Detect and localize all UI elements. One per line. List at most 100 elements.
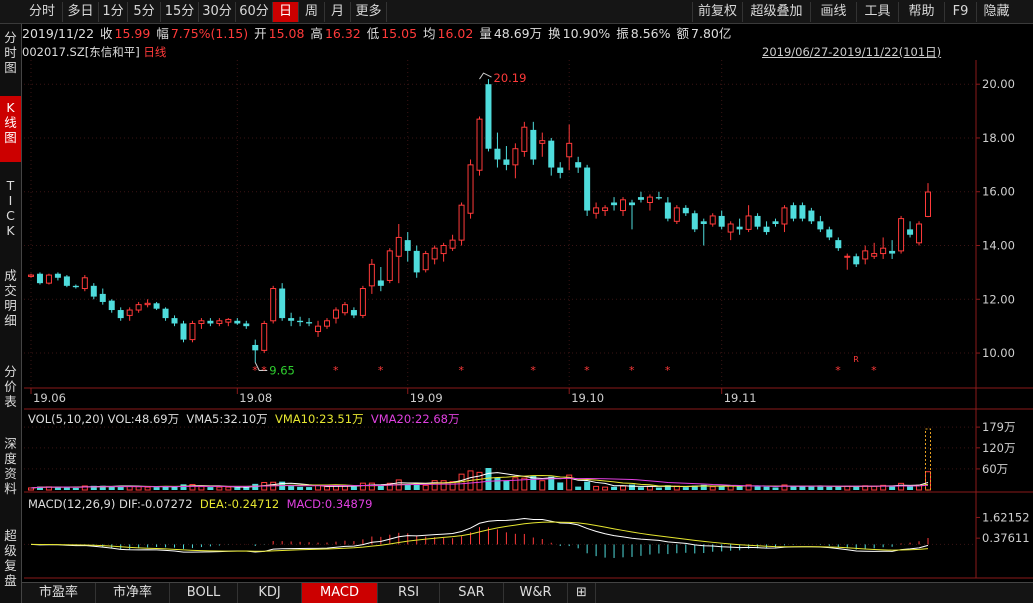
info-low-label: 低 <box>366 26 380 41</box>
candle-body-51 <box>485 84 492 149</box>
vma5-line <box>30 472 929 489</box>
candle-body-77 <box>718 215 725 227</box>
vol-bar-62 <box>584 481 591 490</box>
vol-bar-47 <box>449 481 456 491</box>
vol-bar-45 <box>431 480 438 491</box>
candle-body-70 <box>655 197 662 199</box>
candle-body-34 <box>332 309 339 319</box>
period-tab-7[interactable]: 日 <box>273 2 299 22</box>
vol-bar-66 <box>620 485 627 491</box>
candle-body-53 <box>503 159 510 165</box>
vol-bar-34 <box>332 485 339 491</box>
period-tab-5[interactable]: 30分 <box>199 2 236 22</box>
vol-bar-57 <box>539 480 546 491</box>
dif-value: DIF:-0.07272 <box>119 497 193 511</box>
period-tab-8[interactable]: 周 <box>299 2 325 22</box>
indicator-tab-6[interactable]: SAR <box>440 583 504 603</box>
vol-bar-85 <box>790 485 797 490</box>
candle-body-81 <box>754 215 761 227</box>
vol-bar-24 <box>243 487 250 490</box>
sidebar-tab-0[interactable]: 分时图 <box>4 30 17 75</box>
sidebar-tab-3[interactable]: 成交明细 <box>4 268 17 328</box>
vol-bar-27 <box>270 481 277 491</box>
vol-bar-51 <box>485 468 492 490</box>
period-tab-0[interactable]: 分时 <box>22 2 63 22</box>
indicator-tab-7[interactable]: W&R <box>504 583 568 603</box>
candle-body-39 <box>377 280 384 286</box>
candle-body-52 <box>494 148 501 160</box>
candle-body-64 <box>602 207 609 212</box>
vol-bar-80 <box>745 484 752 491</box>
candle-body-68 <box>637 197 644 200</box>
candle-body-57 <box>539 140 546 144</box>
indicator-tab-1[interactable]: 市净率 <box>96 583 170 603</box>
tool-button-1[interactable]: 超级叠加 <box>742 2 810 22</box>
period-tab-1[interactable]: 多日 <box>63 2 99 22</box>
price-tick-label-3: 16.00 <box>982 185 1015 199</box>
vol-bar-5 <box>72 487 79 490</box>
period-tab-10[interactable]: 更多 <box>351 2 387 22</box>
vol-bar-60 <box>566 474 573 491</box>
vol-indicator-label[interactable]: VOL(5,10,20) <box>28 412 104 426</box>
date-range-link[interactable]: 2019/06/27-2019/11/22(101日) <box>762 45 942 59</box>
vol-bar-86 <box>799 485 806 490</box>
stock-header: 002017.SZ[东信和平] 日线 <box>22 44 166 60</box>
vma20-line <box>30 477 929 489</box>
vol-bar-15 <box>162 486 169 490</box>
date-tick-label-0: 19.06 <box>33 391 66 405</box>
signal-star-2: * <box>333 364 339 377</box>
tool-button-6[interactable]: 隐藏 <box>976 2 1016 22</box>
stock-period: 日线 <box>143 45 167 59</box>
tool-button-4[interactable]: 帮助 <box>898 2 944 22</box>
date-tick-label-1: 19.08 <box>239 391 272 405</box>
price-tick-label-1: 12.00 <box>982 292 1015 306</box>
candle-body-5 <box>72 285 79 288</box>
vol-bar-7 <box>90 485 97 490</box>
candle-body-59 <box>557 167 564 173</box>
tool-button-3[interactable]: 工具 <box>856 2 898 22</box>
indicator-tab-3[interactable]: KDJ <box>238 583 302 603</box>
candle-body-62 <box>584 167 591 211</box>
sidebar-tab-6[interactable]: 超级复盘 <box>4 528 17 588</box>
candle-body-20 <box>207 320 214 324</box>
period-tab-2[interactable]: 1分 <box>99 2 128 22</box>
period-tab-4[interactable]: 15分 <box>161 2 199 22</box>
vol-bar-69 <box>646 485 653 491</box>
tool-button-5[interactable]: F9 <box>944 2 976 22</box>
indicator-tab-0[interactable]: 市盈率 <box>22 583 96 603</box>
period-tab-9[interactable]: 月 <box>325 2 351 22</box>
vol-bar-95 <box>880 484 887 491</box>
indicator-tab-8[interactable]: ⊞ <box>568 583 596 603</box>
period-tab-6[interactable]: 60分 <box>236 2 273 22</box>
macd-indicator-label[interactable]: MACD(12,26,9) <box>28 497 116 511</box>
indicator-tab-5[interactable]: RSI <box>378 583 440 603</box>
indicator-tab-2[interactable]: BOLL <box>170 583 238 603</box>
vol-bar-67 <box>628 484 635 490</box>
vol-bar-25 <box>252 483 259 490</box>
candle-body-47 <box>449 239 456 249</box>
sidebar-tab-5[interactable]: 深度资料 <box>4 436 17 496</box>
candle-body-4 <box>63 276 70 286</box>
candle-body-65 <box>611 202 618 206</box>
vol-bar-61 <box>575 486 582 490</box>
info-vol-label: 量 <box>479 26 492 41</box>
candle-body-16 <box>171 318 178 324</box>
indicator-tab-4[interactable]: MACD <box>302 583 378 603</box>
candle-body-93 <box>862 250 869 260</box>
candle-body-1 <box>36 273 43 284</box>
candle-body-73 <box>682 207 689 214</box>
date-tick-label-4: 19.11 <box>724 391 757 405</box>
sidebar-tab-4[interactable]: 分价表 <box>4 364 17 409</box>
candle-body-75 <box>700 221 707 224</box>
max-pointer <box>479 72 492 80</box>
tool-button-0[interactable]: 前复权 <box>692 2 742 22</box>
period-tab-3[interactable]: 5分 <box>128 2 161 22</box>
price-tick-label-5: 20.00 <box>982 77 1015 91</box>
tool-button-2[interactable]: 画线 <box>810 2 856 22</box>
info-low: 15.05 <box>381 26 418 41</box>
